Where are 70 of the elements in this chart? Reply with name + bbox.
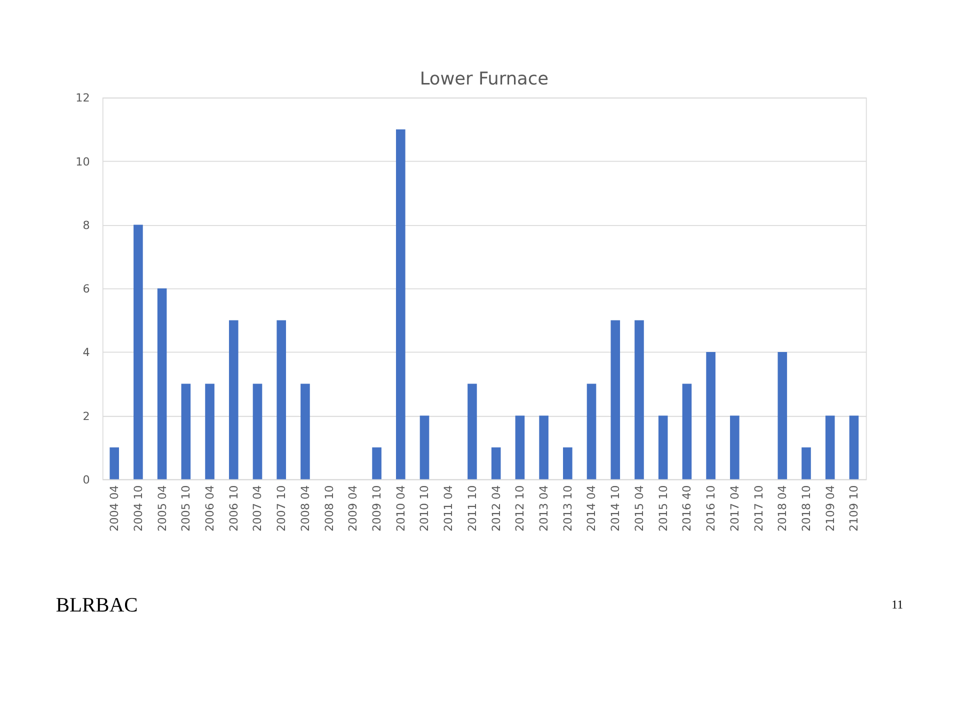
x-tick-label: 2013 10 — [561, 485, 574, 532]
bar — [849, 416, 859, 480]
bar — [491, 447, 501, 480]
x-tick-label: 2014 04 — [585, 485, 598, 532]
x-tick-label: 2012 04 — [490, 485, 503, 532]
bar — [372, 447, 382, 480]
x-tick-label: 2007 04 — [251, 485, 264, 532]
x-tick-label: 2017 10 — [752, 485, 766, 532]
bar — [110, 447, 119, 480]
y-tick-label: 4 — [82, 346, 90, 360]
x-tick-label: 2005 04 — [156, 485, 169, 532]
bar — [706, 352, 716, 480]
bar — [825, 416, 835, 480]
x-tick-label: 2018 10 — [800, 485, 813, 532]
bar — [157, 288, 167, 480]
bar — [515, 416, 525, 480]
y-tick-label: 8 — [82, 218, 90, 232]
x-tick-label: 2009 04 — [346, 485, 360, 532]
x-tick-label: 2011 10 — [466, 485, 479, 532]
bar — [468, 384, 477, 480]
bar — [634, 320, 644, 480]
text: 11 — [891, 598, 904, 612]
x-tick-label: 2004 10 — [132, 485, 145, 532]
bar — [205, 384, 214, 480]
bar — [802, 447, 811, 480]
chart-title: Lower Furnace — [420, 69, 548, 90]
x-tick-label: 2016 40 — [680, 485, 694, 532]
bar — [252, 384, 262, 480]
x-tick-label: 2015 10 — [656, 485, 670, 532]
x-tick-label: 2016 10 — [704, 485, 718, 532]
x-tick-label: 2009 10 — [370, 485, 384, 532]
bar — [181, 384, 191, 480]
x-tick-label: 2011 04 — [442, 485, 456, 532]
x-tick-label: 2006 10 — [227, 485, 240, 532]
bar — [539, 416, 548, 480]
bar — [586, 384, 596, 480]
bar — [730, 416, 740, 480]
x-tick-label: 2010 10 — [418, 485, 432, 532]
bar — [276, 320, 286, 480]
x-tick-label: 2017 04 — [728, 485, 742, 532]
y-tick-label: 0 — [82, 473, 90, 486]
x-tick-label: 2013 04 — [538, 485, 551, 532]
x-tick-label: 2109 10 — [848, 485, 861, 532]
bar — [778, 352, 788, 480]
y-tick-label: 10 — [76, 155, 90, 168]
x-tick-label: 2007 10 — [275, 485, 288, 532]
x-tick-label: 2008 04 — [298, 485, 312, 532]
text: BLRBAC — [56, 594, 138, 616]
x-tick-label: 2006 04 — [204, 485, 217, 532]
bar — [682, 384, 692, 480]
bar — [228, 320, 238, 480]
y-tick-label: 6 — [82, 282, 90, 296]
bar — [300, 384, 310, 480]
x-tick-label: 2015 04 — [632, 485, 646, 532]
x-tick-label: 2005 10 — [180, 485, 193, 532]
bar — [610, 320, 620, 480]
x-tick-label: 2014 10 — [609, 485, 622, 532]
bar — [420, 416, 430, 480]
x-tick-label: 2109 04 — [824, 485, 837, 532]
x-tick-label: 2008 10 — [322, 485, 336, 532]
x-tick-label: 2018 04 — [776, 485, 790, 532]
bar — [396, 129, 406, 480]
x-tick-label: 2012 10 — [514, 485, 527, 532]
bar — [658, 416, 668, 480]
x-tick-label: 2004 04 — [108, 485, 122, 532]
bar — [563, 447, 572, 480]
x-tick-label: 2010 04 — [394, 485, 408, 532]
y-tick-label: 12 — [76, 92, 90, 105]
y-tick-label: 2 — [82, 410, 90, 423]
bar — [134, 224, 143, 480]
